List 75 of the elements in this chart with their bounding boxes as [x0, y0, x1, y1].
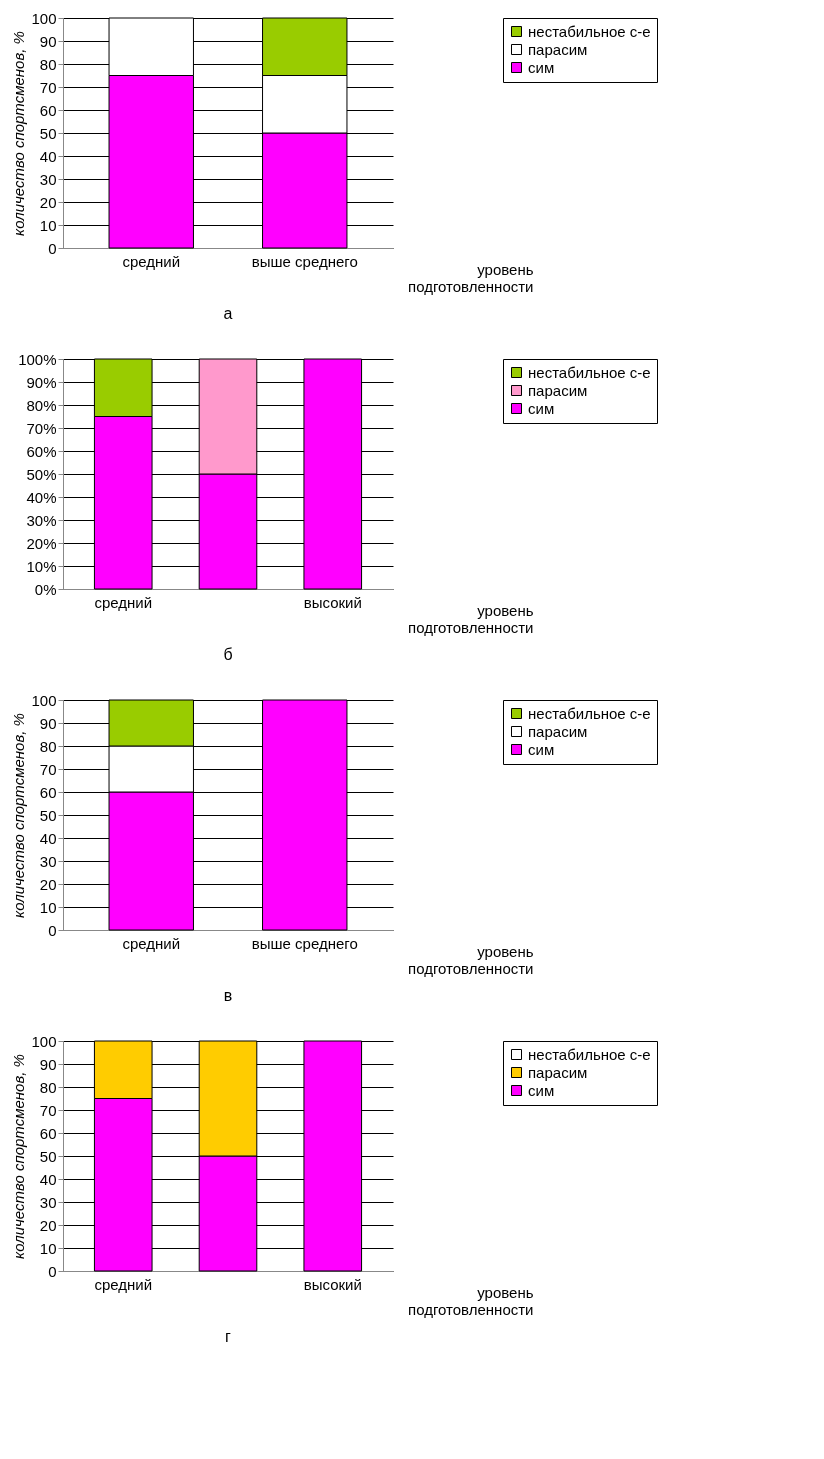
x-tick-label: высокий: [303, 593, 362, 611]
legend-label: парасим: [528, 1063, 588, 1081]
y-tick-label: 100%: [18, 350, 57, 368]
x-axis-title: уровень подготовленности: [408, 1283, 534, 1318]
y-tick-label: 30: [39, 170, 57, 188]
legend-label: нестабильное с-е: [528, 704, 651, 722]
y-tick-label: 10: [39, 216, 57, 234]
x-tick-label: выше среднего: [251, 252, 358, 270]
y-tick-label: 30: [39, 852, 57, 870]
y-tick-label: 60: [39, 783, 57, 801]
text: а: [223, 305, 233, 322]
text: б: [223, 646, 233, 663]
y-tick-label: 30%: [26, 511, 57, 529]
y-tick-label: 70: [39, 78, 57, 96]
x-tick-label: средний: [94, 593, 153, 611]
y-tick-label: 60: [39, 1124, 57, 1142]
y-tick-label: 100: [31, 691, 57, 709]
y-tick-label: 10: [39, 898, 57, 916]
legend-label: нестабильное с-е: [528, 363, 651, 381]
y-axis-title: количество спортсменов, %: [10, 1054, 28, 1259]
y-tick-label: 100: [31, 9, 57, 27]
x-tick-label: средний: [94, 1275, 153, 1293]
x-tick-label: средний: [122, 934, 181, 952]
x-tick-label: высокий: [303, 1275, 362, 1293]
y-axis-title: количество спортсменов, %: [10, 713, 28, 918]
y-tick-label: 70: [39, 760, 57, 778]
y-tick-label: 50: [39, 1147, 57, 1165]
y-tick-label: 80: [39, 1078, 57, 1096]
x-tick-label: средний: [122, 252, 181, 270]
y-tick-label: 10%: [26, 557, 57, 575]
y-tick-label: 80: [39, 55, 57, 73]
y-tick-label: 90: [39, 32, 57, 50]
y-tick-label: 0%: [34, 580, 57, 598]
y-tick-label: 80%: [26, 396, 57, 414]
y-tick-label: 40: [39, 1170, 57, 1188]
y-tick-label: 50: [39, 806, 57, 824]
y-tick-label: 20: [39, 193, 57, 211]
y-tick-label: 50%: [26, 465, 57, 483]
y-tick-label: 80: [39, 737, 57, 755]
y-tick-label: 40%: [26, 488, 57, 506]
x-axis-title: уровень подготовленности: [408, 601, 534, 636]
y-tick-label: 50: [39, 124, 57, 142]
legend-label: сим: [528, 740, 555, 758]
x-axis-title: уровень подготовленности: [408, 260, 534, 295]
y-tick-label: 70%: [26, 419, 57, 437]
y-tick-label: 40: [39, 829, 57, 847]
y-tick-label: 30: [39, 1193, 57, 1211]
legend-label: парасим: [528, 381, 588, 399]
y-tick-label: 20: [39, 875, 57, 893]
y-tick-label: 100: [31, 1032, 57, 1050]
y-tick-label: 70: [39, 1101, 57, 1119]
y-tick-label: 20%: [26, 534, 57, 552]
legend-label: нестабильное с-е: [528, 22, 651, 40]
y-tick-label: 90%: [26, 373, 57, 391]
legend-label: парасим: [528, 722, 588, 740]
y-tick-label: 10: [39, 1239, 57, 1257]
y-tick-label: 0: [48, 239, 57, 257]
text: в: [223, 987, 233, 1004]
y-tick-label: 20: [39, 1216, 57, 1234]
x-tick-label: выше среднего: [251, 934, 358, 952]
legend-label: парасим: [528, 40, 588, 58]
y-tick-label: 0: [48, 1262, 57, 1280]
x-axis-title: уровень подготовленности: [408, 942, 534, 977]
legend-label: сим: [528, 1081, 555, 1099]
text: г: [225, 1328, 232, 1345]
y-tick-label: 0: [48, 921, 57, 939]
y-axis-title: количество спортсменов, %: [10, 31, 28, 236]
y-tick-label: 90: [39, 714, 57, 732]
legend-label: сим: [528, 58, 555, 76]
y-tick-label: 60: [39, 101, 57, 119]
y-tick-label: 40: [39, 147, 57, 165]
legend-label: сим: [528, 399, 555, 417]
legend-label: нестабильное с-е: [528, 1045, 651, 1063]
y-tick-label: 90: [39, 1055, 57, 1073]
y-tick-label: 60%: [26, 442, 57, 460]
